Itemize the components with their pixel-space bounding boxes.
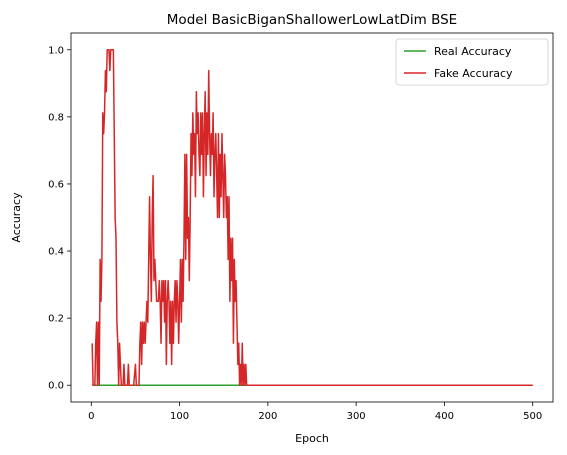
x-tick-label: 500 [523,411,542,422]
x-tick-label: 100 [170,411,189,422]
legend: Real Accuracy Fake Accuracy [395,38,549,86]
x-tick-label: 400 [435,411,454,422]
y-tick-label: 0.4 [48,247,64,258]
y-tick-label: 1.0 [48,45,64,56]
legend-entry-label: Real Accuracy [434,45,512,58]
x-tick-label: 0 [88,411,94,422]
series-line-fake-accuracy [91,49,533,386]
y-axis-label: Accuracy [10,192,23,243]
chart-title: Model BasicBiganShallowerLowLatDim BSE [167,12,457,28]
series-layer [91,49,533,386]
x-tick-label: 200 [258,411,277,422]
x-tick-label: 300 [347,411,366,422]
y-tick-label: 0.0 [48,381,64,392]
legend-entry-label: Fake Accuracy [434,67,513,80]
x-axis-label: Epoch [295,432,329,445]
axis-ticks: 0 100 200 300 400 500 0.0 0.2 0.4 0.6 0.8 1.0 [48,45,542,422]
y-tick-label: 0.2 [48,314,64,325]
y-tick-label: 0.8 [48,112,64,123]
y-tick-label: 0.6 [48,179,64,190]
plot-frame [70,32,554,403]
legend-box [395,38,549,86]
